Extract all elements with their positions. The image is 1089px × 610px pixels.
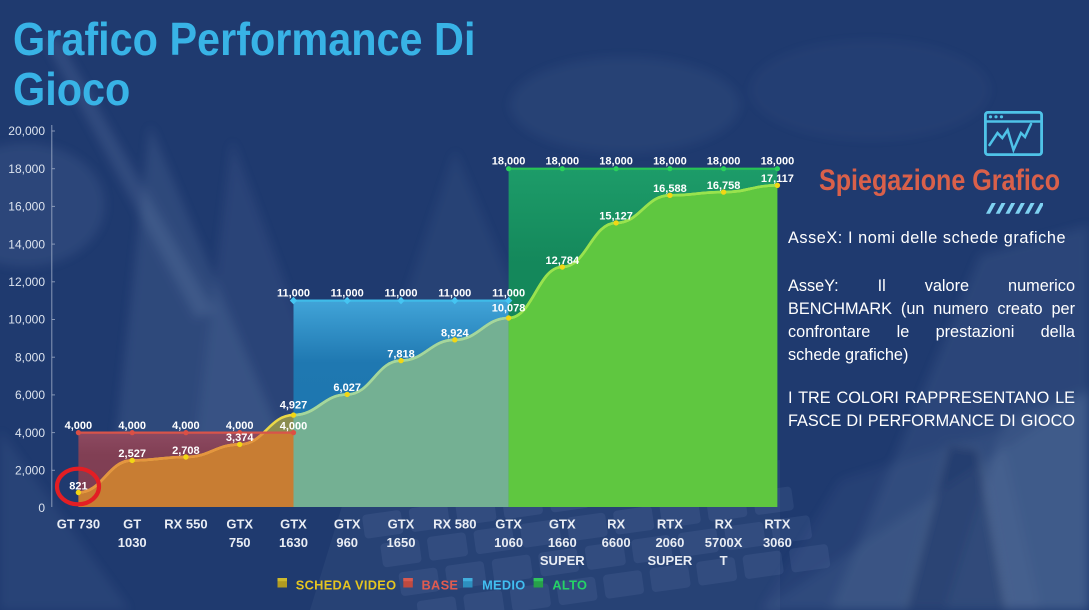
svg-text:4,000: 4,000	[15, 426, 45, 440]
svg-text:RTX: RTX	[657, 517, 683, 532]
svg-text:18,000: 18,000	[599, 156, 633, 168]
svg-text:GT 730: GT 730	[57, 517, 100, 532]
svg-text:4,000: 4,000	[118, 420, 146, 432]
svg-text:GTX: GTX	[280, 517, 307, 532]
svg-text:18,000: 18,000	[492, 156, 526, 168]
svg-text:8,000: 8,000	[15, 350, 45, 364]
svg-text:16,588: 16,588	[653, 183, 687, 195]
svg-text:3060: 3060	[763, 535, 792, 550]
svg-text:SUPER: SUPER	[648, 553, 693, 568]
svg-text:1060: 1060	[494, 535, 523, 550]
svg-text:15,127: 15,127	[599, 211, 633, 223]
svg-text:4,927: 4,927	[280, 400, 308, 412]
svg-text:4,000: 4,000	[65, 420, 93, 432]
svg-text:750: 750	[229, 535, 251, 550]
svg-text:11,000: 11,000	[384, 287, 417, 299]
svg-text:GTX: GTX	[495, 517, 522, 532]
svg-text:GT: GT	[123, 517, 141, 532]
svg-text:SCHEDA VIDEO: SCHEDA VIDEO	[296, 578, 397, 593]
svg-text:GTX: GTX	[334, 517, 361, 532]
svg-text:16,000: 16,000	[8, 200, 45, 214]
svg-text:8,924: 8,924	[441, 328, 469, 340]
svg-text:11,000: 11,000	[331, 287, 364, 299]
svg-text:SUPER: SUPER	[540, 553, 585, 568]
svg-text:RX 580: RX 580	[433, 517, 476, 532]
svg-text:RX: RX	[715, 517, 733, 532]
svg-text:6,027: 6,027	[333, 382, 361, 394]
svg-text:11,000: 11,000	[277, 287, 310, 299]
svg-text:6600: 6600	[602, 535, 631, 550]
svg-text:14,000: 14,000	[8, 237, 45, 251]
svg-text:7,818: 7,818	[387, 348, 415, 360]
svg-text:960: 960	[336, 535, 358, 550]
svg-text:17,117: 17,117	[761, 173, 794, 185]
svg-text:11,000: 11,000	[492, 287, 525, 299]
svg-text:5700X: 5700X	[705, 535, 743, 550]
svg-text:16,758: 16,758	[707, 180, 741, 192]
svg-text:12,000: 12,000	[8, 275, 45, 289]
svg-text:RX: RX	[607, 517, 625, 532]
svg-text:1660: 1660	[548, 535, 577, 550]
svg-text:10,078: 10,078	[492, 303, 526, 315]
svg-text:2060: 2060	[655, 535, 684, 550]
svg-text:RX 550: RX 550	[164, 517, 207, 532]
svg-text:4,000: 4,000	[172, 420, 200, 432]
svg-text:GTX: GTX	[388, 517, 415, 532]
svg-text:0: 0	[38, 501, 45, 515]
svg-text:20,000: 20,000	[8, 124, 45, 138]
svg-text:1650: 1650	[387, 535, 416, 550]
svg-text:1630: 1630	[279, 535, 308, 550]
svg-text:1030: 1030	[118, 535, 147, 550]
svg-text:3,374: 3,374	[226, 432, 254, 444]
svg-text:18,000: 18,000	[653, 156, 687, 168]
svg-text:18,000: 18,000	[545, 156, 579, 168]
svg-text:4,000: 4,000	[226, 420, 254, 432]
svg-text:T: T	[720, 553, 728, 568]
svg-text:4,000: 4,000	[280, 421, 308, 433]
svg-text:2,527: 2,527	[118, 448, 146, 460]
svg-text:ALTO: ALTO	[552, 578, 587, 593]
svg-text:12,784: 12,784	[545, 255, 580, 267]
svg-text:BASE: BASE	[422, 578, 459, 593]
svg-text:2,708: 2,708	[172, 445, 200, 457]
svg-text:RTX: RTX	[764, 517, 790, 532]
svg-text:18,000: 18,000	[8, 162, 45, 176]
svg-text:11,000: 11,000	[438, 287, 471, 299]
svg-text:10,000: 10,000	[8, 313, 45, 327]
svg-text:MEDIO: MEDIO	[482, 578, 525, 593]
svg-text:18,000: 18,000	[761, 156, 795, 168]
svg-text:18,000: 18,000	[707, 156, 741, 168]
svg-text:821: 821	[69, 480, 87, 492]
svg-text:6,000: 6,000	[15, 388, 45, 402]
svg-text:GTX: GTX	[226, 517, 253, 532]
svg-text:2,000: 2,000	[15, 464, 45, 478]
svg-text:GTX: GTX	[549, 517, 576, 532]
